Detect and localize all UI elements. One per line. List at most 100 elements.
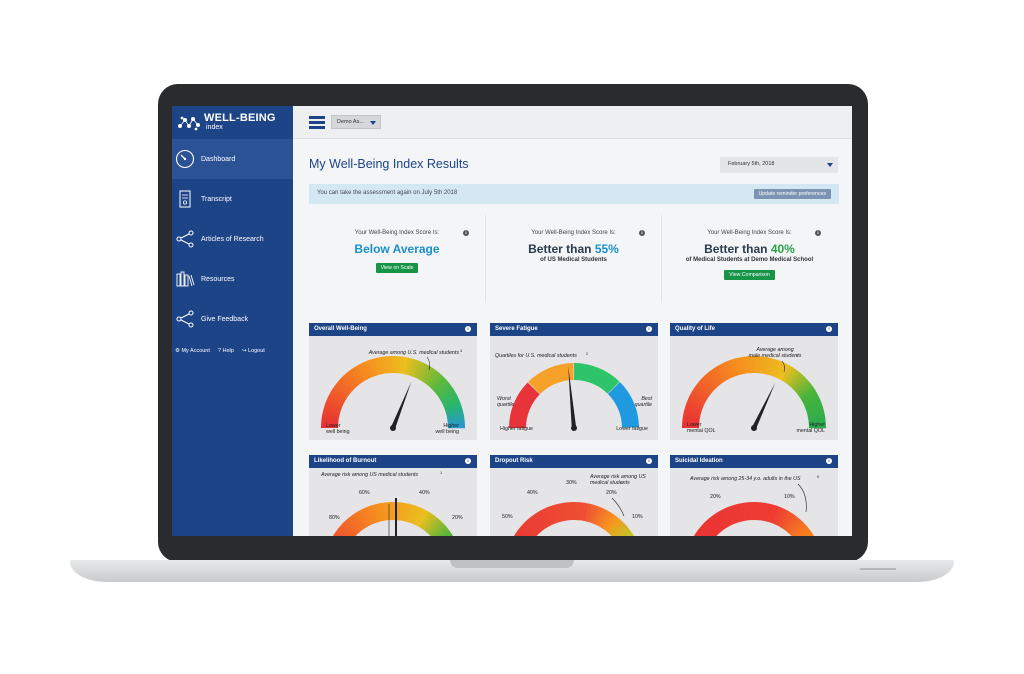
help-link[interactable]: ? Help	[217, 348, 234, 354]
chevron-down-icon	[370, 121, 376, 125]
gauge-arc-segment	[724, 360, 735, 378]
gauge-arc-segment	[521, 522, 538, 536]
gauge-arc-segment	[555, 503, 564, 522]
gauge-label: Best	[641, 396, 652, 402]
document-icon	[179, 190, 191, 208]
info-icon[interactable]: i	[465, 458, 471, 464]
gauge-title: Suicidal Ideation	[675, 458, 723, 464]
gauge-label: mental QOL	[687, 428, 716, 434]
sidebar-item-label: Articles of Research	[201, 235, 264, 243]
info-icon[interactable]: i	[826, 458, 832, 464]
info-icon[interactable]: i	[826, 326, 832, 332]
footnote-marker: 2	[586, 352, 588, 356]
gauge-label: 30%	[566, 480, 577, 486]
gauge-arc-segment	[786, 369, 800, 386]
gauge-arc-segment	[409, 505, 419, 524]
gauge-arc-segment	[323, 405, 341, 414]
sidebar-item-articles[interactable]: Articles of Research	[172, 219, 293, 259]
gauge-arc-segment	[445, 405, 463, 414]
gauge-arc-segment	[683, 409, 701, 417]
view-comparison-button[interactable]: View Comparison	[724, 270, 775, 280]
info-icon[interactable]: i	[465, 326, 471, 332]
gauge-arc-segment	[346, 517, 361, 534]
gauge-arc-segment	[618, 527, 631, 536]
info-icon[interactable]: i	[463, 230, 469, 236]
gauge-arc-segment	[433, 379, 450, 394]
gauge-arc-segment	[722, 507, 734, 526]
gauge-quartile-segment	[528, 363, 574, 395]
hamburger-menu-icon[interactable]	[309, 116, 325, 129]
gauge-label: Average risk among US	[589, 474, 646, 480]
sidebar-item-resources[interactable]: Resources	[172, 259, 293, 299]
gauge-arc-segment	[446, 409, 464, 417]
gauge-arc-segment	[780, 511, 793, 529]
gauge-label: Lower	[326, 423, 341, 429]
info-icon[interactable]: i	[639, 230, 645, 236]
gauge-arc-segment	[367, 505, 378, 524]
sidebar-item-dashboard[interactable]: Dashboard	[172, 139, 293, 179]
info-icon[interactable]: i	[646, 458, 652, 464]
info-icon[interactable]: i	[815, 230, 821, 236]
score-subtitle: of US Medical Students	[540, 257, 607, 263]
date-select[interactable]: February 5th, 2018	[720, 157, 838, 173]
gauge-arc-segment	[344, 371, 359, 388]
gauge-arc-segment	[762, 502, 769, 522]
sidebar-item-label: Transcript	[201, 195, 232, 203]
update-reminder-button[interactable]: Update reminder preferences	[753, 189, 831, 199]
sidebar-item-feedback[interactable]: Give Feedback	[172, 299, 293, 339]
footnote-marker: 4	[460, 349, 462, 353]
info-icon[interactable]: i	[646, 326, 652, 332]
gauge-arc-segment	[339, 376, 355, 392]
gauge-arc-segment	[370, 358, 379, 376]
gauge-arc-segment	[324, 401, 342, 412]
gauge-arc-segment	[765, 357, 773, 375]
view-on-scale-button[interactable]: View on Scale	[375, 263, 419, 273]
gauge-label: Average among U.S. medical students	[368, 350, 460, 356]
gauge-arc-segment	[808, 424, 826, 429]
gauge-label: quartile	[497, 402, 514, 408]
gauge-arc-segment	[357, 363, 369, 381]
gauge-arc-segment	[796, 382, 813, 396]
gauge-arc-segment	[732, 504, 741, 523]
gauge-arc-segment	[783, 367, 797, 384]
gauge-card-dropout-risk: Dropout Risk i Average risk among US medic…	[490, 455, 658, 536]
organization-select[interactable]: Demo As...	[331, 115, 381, 129]
score-label: Your Well-Being Index Score Is:	[707, 230, 792, 236]
gauge-label: 40%	[419, 490, 430, 496]
gauge-arc-segment	[788, 372, 803, 388]
gauge-label: Lower	[687, 422, 702, 428]
gauge-card-burnout: Likelihood of Burnout i Average risk amon…	[309, 455, 477, 536]
top-bar: Demo As...	[293, 106, 852, 139]
sidebar-item-transcript[interactable]: Transcript	[172, 179, 293, 219]
gauge-label: Lower fatigue	[616, 426, 648, 432]
gauge-arc-segment	[800, 388, 817, 401]
gauge-arc-segment	[342, 374, 357, 390]
gauge-arc-segment	[718, 363, 730, 381]
gauge-chart: Average among U.S. medical students 4 Lowe…	[321, 349, 465, 435]
logout-link[interactable]: ↪ Logout	[241, 348, 265, 354]
gauge-arc-segment	[768, 358, 777, 376]
gauge-arc-segment	[746, 356, 752, 374]
gauge-chart: Quartiles for U.S. medical students 2 Wors…	[495, 352, 653, 432]
app-logo[interactable]: WELL-BEING index	[172, 106, 293, 139]
gauge-arc-segment	[363, 360, 374, 378]
gauge-title: Likelihood of Burnout	[314, 458, 377, 464]
footnote-marker: 1	[440, 471, 442, 475]
gauge-arc-segment	[371, 504, 380, 523]
score-value: Better than 40%	[704, 242, 795, 256]
gauge-arc-segment	[623, 530, 633, 536]
sidebar-item-label: Give Feedback	[201, 315, 249, 323]
gauge-arc-segment	[545, 506, 556, 525]
gauge-arc-segment	[703, 374, 718, 390]
gauge-arc-segment	[767, 504, 776, 523]
gauge-arc-segment	[682, 412, 701, 420]
footnote-marker: 5	[817, 475, 819, 479]
gauge-arc-segment	[712, 513, 726, 530]
gauge-label: 20%	[710, 494, 721, 500]
main-content: My Well-Being Index Results February 5th…	[293, 139, 852, 536]
gauge-arc-segment	[321, 416, 339, 423]
my-account-link[interactable]: ⚙ My Account	[175, 348, 210, 354]
gauge-arc-segment	[807, 413, 826, 420]
gauge-arc-segment	[367, 359, 377, 377]
gauge-chart: Average risk among US medical students 1 8…	[320, 471, 463, 536]
